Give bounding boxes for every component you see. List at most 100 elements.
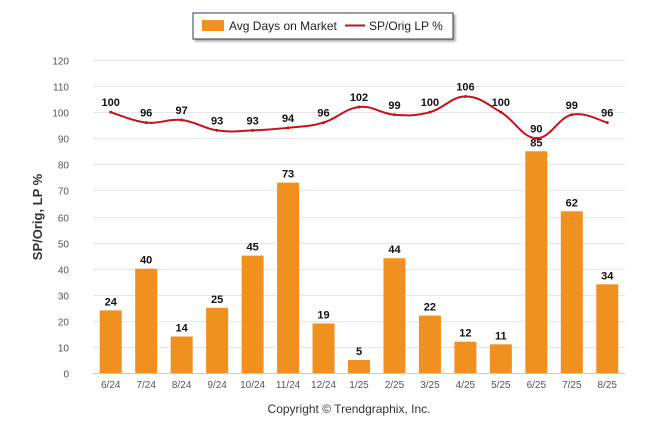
legend-bar-label: Avg Days on Market — [229, 19, 337, 33]
x-axis: 6/24 7/24 8/24 9/24 10/24 11/24 12/24 1/25 2/25 3… — [101, 380, 617, 391]
x-tick-label: 8/24 — [172, 380, 192, 391]
y-tick-label: 90 — [58, 135, 70, 146]
bar-value-label: 45 — [246, 242, 258, 254]
bar-value-label: 14 — [176, 322, 189, 334]
x-tick-label: 11/24 — [276, 380, 301, 391]
line-point — [180, 118, 184, 122]
x-tick-label: 2/25 — [385, 380, 405, 391]
x-tick-label: 6/24 — [101, 380, 121, 391]
line-value-label: 100 — [421, 97, 439, 109]
bar — [383, 258, 406, 373]
bar — [135, 268, 158, 373]
bar-value-label: 40 — [140, 255, 152, 267]
line-value-label: 106 — [456, 82, 474, 94]
x-tick-label: 5/25 — [491, 380, 511, 391]
y-tick-label: 80 — [58, 161, 70, 172]
line-value-label: 100 — [492, 97, 510, 109]
x-tick-label: 10/24 — [240, 380, 265, 391]
x-tick-label: 12/24 — [311, 380, 336, 391]
line-point — [251, 128, 255, 132]
bar-value-label: 73 — [282, 169, 294, 181]
y-tick-label: 30 — [58, 292, 70, 303]
bar-data-labels: 24 40 14 25 45 73 19 5 44 22 12 11 85 62 34 — [105, 137, 615, 358]
bar-value-label: 25 — [211, 294, 223, 306]
x-tick-label: 6/25 — [527, 380, 547, 391]
line-point — [109, 110, 113, 114]
bar — [489, 344, 512, 373]
copyright-footer: Copyright © Trendgraphix, Inc. — [268, 402, 431, 416]
bar — [454, 341, 477, 373]
legend-line-label: SP/Orig LP % — [369, 19, 443, 33]
line-point — [605, 121, 609, 125]
bar-value-label: 11 — [495, 330, 507, 342]
y-axis: 0 10 20 30 40 50 60 70 80 90 100 110 120 — [52, 57, 69, 381]
legend-bar-swatch — [202, 20, 224, 31]
line-point — [215, 128, 219, 132]
y-tick-label: 120 — [52, 57, 69, 68]
line-value-label: 102 — [350, 92, 368, 104]
legend-box — [192, 12, 454, 40]
bar — [418, 315, 441, 373]
line-value-label: 96 — [317, 108, 329, 120]
bar — [525, 151, 548, 373]
y-tick-label: 0 — [63, 370, 69, 381]
y-tick-label: 70 — [58, 187, 70, 198]
y-tick-label: 20 — [58, 318, 70, 329]
bar-value-label: 5 — [356, 346, 362, 358]
line-point — [570, 113, 574, 117]
bar — [312, 323, 335, 373]
x-tick-label: 4/25 — [456, 380, 476, 391]
x-tick-label: 3/25 — [420, 380, 440, 391]
line-value-label: 100 — [102, 97, 120, 109]
line-point — [428, 110, 432, 114]
bar — [170, 336, 193, 373]
line-point — [286, 126, 290, 130]
bar — [348, 359, 370, 373]
line-value-label: 99 — [388, 100, 400, 112]
line-point — [144, 121, 148, 125]
y-tick-label: 100 — [52, 109, 69, 120]
x-tick-label: 9/24 — [207, 380, 227, 391]
bar — [277, 182, 300, 373]
line-point — [322, 121, 326, 125]
bar — [206, 307, 229, 373]
bar — [241, 255, 264, 373]
line-data-labels: 100 96 97 93 93 94 96 102 99 100 106 100 90 99 96 — [102, 82, 614, 136]
line-value-label: 97 — [176, 105, 188, 117]
bar — [560, 211, 583, 373]
bar-series — [99, 151, 619, 373]
x-tick-label: 7/24 — [136, 380, 156, 391]
bar-value-label: 62 — [566, 197, 578, 209]
bar-value-label: 34 — [601, 270, 614, 282]
line-value-label: 94 — [282, 113, 295, 125]
bar — [99, 310, 122, 373]
x-tick-label: 7/25 — [562, 380, 582, 391]
line-point — [357, 105, 361, 109]
y-tick-label: 10 — [58, 344, 70, 355]
bar-value-label: 19 — [317, 309, 329, 321]
line-value-label: 93 — [211, 115, 223, 127]
line-value-label: 96 — [601, 108, 613, 120]
legend: Avg Days on Market SP/Orig LP % — [192, 12, 454, 40]
x-tick-label: 1/25 — [349, 380, 369, 391]
y-tick-label: 110 — [53, 83, 69, 94]
line-point — [463, 95, 467, 99]
bar — [596, 284, 619, 373]
line-point — [534, 136, 538, 140]
bar-value-label: 85 — [530, 137, 542, 149]
line-point — [392, 113, 396, 117]
x-tick-label: 8/25 — [598, 380, 618, 391]
bar-value-label: 44 — [388, 244, 401, 256]
bar-value-label: 24 — [105, 296, 118, 308]
line-value-label: 90 — [530, 123, 542, 135]
line-value-label: 99 — [566, 100, 578, 112]
line-value-label: 96 — [140, 108, 152, 120]
y-axis-title: SP/Orig, LP % — [30, 173, 45, 260]
line-point — [499, 110, 503, 114]
y-tick-label: 50 — [58, 240, 70, 251]
bar-value-label: 12 — [459, 328, 471, 340]
line-value-label: 93 — [246, 115, 258, 127]
y-tick-label: 40 — [58, 266, 70, 277]
